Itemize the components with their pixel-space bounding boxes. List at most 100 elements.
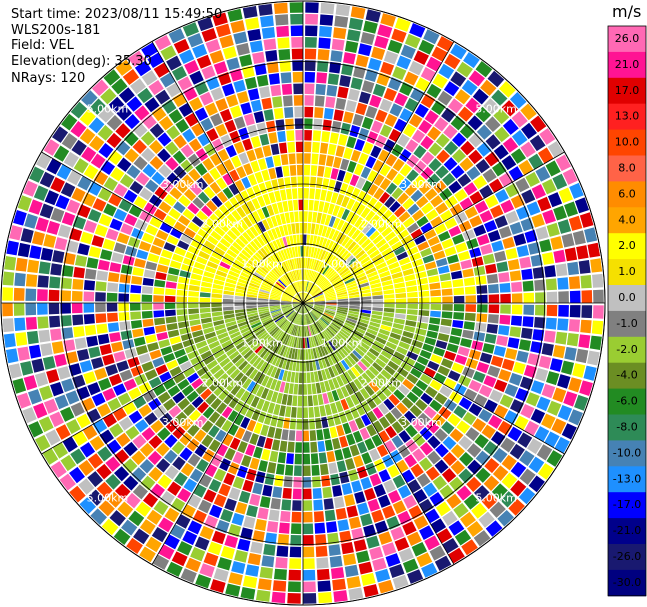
ppi-gate <box>458 220 472 233</box>
ppi-gate <box>358 282 370 288</box>
ppi-gate <box>61 211 76 226</box>
ppi-gate <box>231 512 245 526</box>
ppi-gate <box>217 332 229 340</box>
ppi-gate <box>497 420 513 436</box>
ppi-gate <box>396 346 408 356</box>
ppi-gate <box>316 212 323 224</box>
ppi-gate <box>345 383 354 396</box>
ppi-gate <box>327 391 335 403</box>
ppi-gate <box>211 307 223 312</box>
ppi-gate <box>415 398 428 412</box>
ppi-gate <box>50 461 67 478</box>
ppi-gate <box>510 148 527 164</box>
ppi-gate <box>430 216 443 228</box>
ppi-gate <box>592 273 604 288</box>
ppi-gate <box>95 303 106 313</box>
ppi-gate <box>521 189 536 204</box>
ppi-gate <box>515 206 530 220</box>
ppi-gate <box>271 310 282 315</box>
ppi-gate <box>381 542 397 556</box>
ppi-gate <box>371 286 383 293</box>
ppi-gate <box>489 389 503 403</box>
ppi-gate <box>321 283 332 291</box>
ppi-gate <box>331 230 340 241</box>
ppi-gate <box>422 254 435 264</box>
ppi-gate <box>9 225 23 241</box>
ppi-gate <box>281 305 292 309</box>
ppi-gate <box>285 309 294 317</box>
ppi-gate <box>492 465 509 481</box>
ppi-gate <box>426 56 442 72</box>
ppi-gate <box>388 236 400 247</box>
ppi-gate <box>361 116 374 130</box>
ppi-gate <box>276 317 286 326</box>
ppi-gate <box>288 285 296 295</box>
ppi-gate <box>206 359 218 370</box>
ppi-gate <box>344 342 354 352</box>
ppi-gate <box>258 295 269 300</box>
ppi-gate <box>97 446 113 462</box>
ppi-gate <box>523 292 535 303</box>
ppi-gate <box>424 188 438 201</box>
ppi-gate <box>266 323 276 332</box>
ppi-gate <box>350 213 360 226</box>
ppi-gate <box>324 439 333 451</box>
ppi-gate <box>165 316 177 324</box>
colorbar-swatch <box>608 362 646 390</box>
ppi-gate <box>333 319 344 326</box>
ppi-gate <box>293 383 299 395</box>
ppi-gate <box>336 388 345 400</box>
ppi-gate <box>561 423 577 440</box>
ppi-gate <box>124 113 140 130</box>
ppi-gate <box>366 270 378 279</box>
ppi-gate <box>28 344 42 359</box>
ppi-gate <box>245 443 256 457</box>
ppi-gate <box>381 320 393 327</box>
ppi-gate <box>257 373 266 385</box>
ppi-gate <box>98 377 112 391</box>
ppi-gate <box>295 360 300 372</box>
ppi-gate <box>294 211 299 223</box>
ppi-gate <box>127 356 140 368</box>
ppi-gate <box>361 452 373 465</box>
ppi-gate <box>427 126 442 141</box>
ppi-gate <box>95 313 107 324</box>
ppi-gate <box>197 401 209 414</box>
ppi-gate <box>133 336 146 347</box>
ppi-gate <box>429 282 441 290</box>
ppi-gate <box>289 211 295 223</box>
ppi-gate <box>283 308 293 314</box>
ppi-gate <box>321 416 329 429</box>
ppi-gate <box>485 520 503 537</box>
ppi-gate <box>262 145 272 157</box>
ppi-gate <box>145 536 162 553</box>
ppi-gate <box>321 369 328 381</box>
ppi-gate <box>197 345 210 355</box>
ppi-gate <box>275 119 285 131</box>
ppi-gate <box>274 190 282 202</box>
ppi-gate <box>304 281 307 292</box>
ppi-gate <box>394 206 406 218</box>
ppi-gate <box>224 534 239 549</box>
ppi-gate <box>193 335 206 344</box>
ppi-gate <box>581 305 593 319</box>
ppi-gate <box>336 219 345 231</box>
ppi-gate <box>361 400 372 413</box>
ppi-gate <box>265 389 274 402</box>
ppi-gate <box>177 398 190 411</box>
ppi-gate <box>305 13 319 25</box>
ppi-gate <box>37 289 48 301</box>
ppi-gate <box>453 312 465 320</box>
ppi-gate <box>336 263 346 272</box>
ppi-gate <box>333 156 342 169</box>
ppi-gate <box>181 263 193 273</box>
ppi-gate <box>325 309 336 314</box>
ppi-gate <box>276 416 284 428</box>
ppi-gate <box>294 348 298 360</box>
ppi-gate <box>305 25 318 37</box>
ppi-gate <box>442 537 459 554</box>
ppi-gate <box>188 296 199 303</box>
ppi-gate <box>282 295 293 300</box>
colorbar-tick-label: -4.0 <box>616 369 637 382</box>
ppi-gate <box>97 259 110 271</box>
